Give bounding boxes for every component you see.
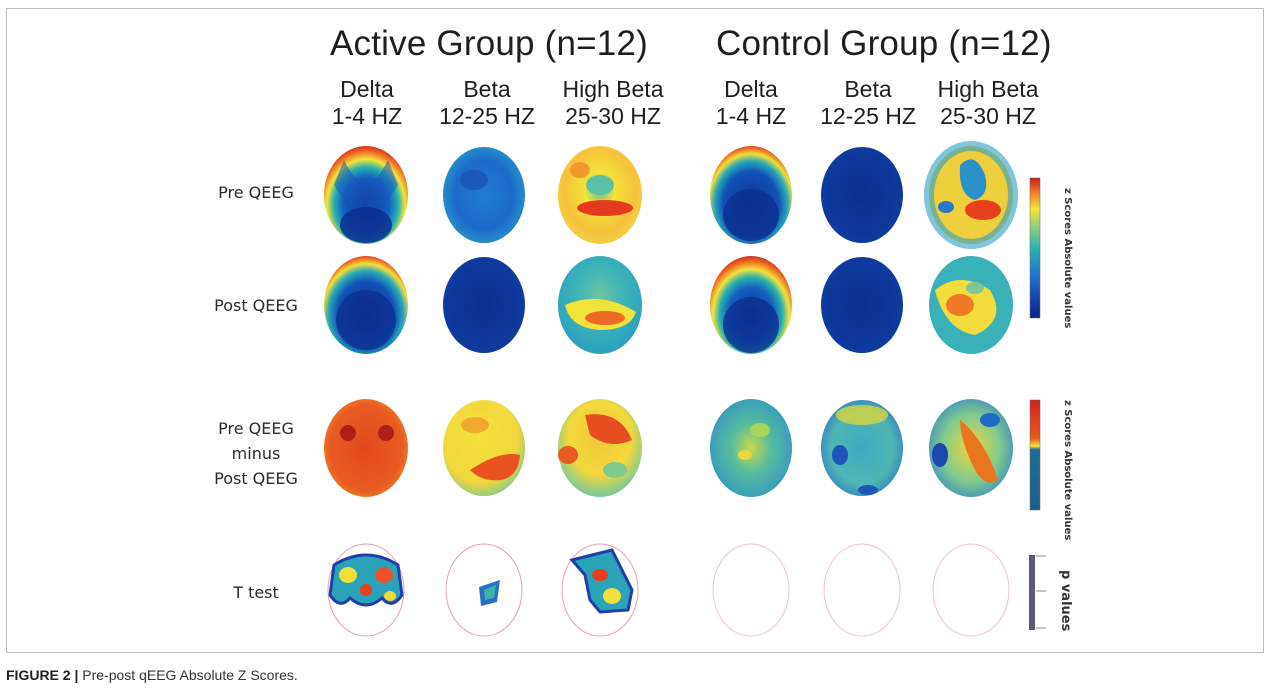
topomap-pre-control-delta (710, 146, 792, 244)
topomap-diff-control-beta (821, 400, 903, 496)
band-name: Delta (724, 76, 778, 102)
band-range: 12-25 HZ (439, 103, 535, 129)
band-range: 1-4 HZ (715, 103, 787, 129)
figure-caption: FIGURE 2 | Pre-post qEEG Absolute Z Scor… (6, 667, 298, 683)
topomap-post-active-highbeta (558, 256, 642, 354)
topomap-diff-active-highbeta (558, 399, 642, 497)
diff-colorbar (1029, 399, 1041, 511)
band-name: Beta (844, 76, 892, 102)
band-name: Delta (340, 76, 394, 102)
band-range: 12-25 HZ (820, 103, 916, 129)
control-group-title: Control Group (n=12) (716, 24, 1052, 63)
topomap-pre-active-highbeta (558, 146, 642, 244)
topomap-diff-active-delta (324, 399, 408, 497)
topomap-pre-active-beta (443, 147, 525, 243)
ttest-control-delta (712, 543, 790, 637)
caption-text: Pre-post qEEG Absolute Z Scores. (82, 667, 298, 683)
active-group-title: Active Group (n=12) (330, 24, 648, 63)
band-header: Delta 1-4 HZ (292, 76, 442, 130)
band-header: Delta 1-4 HZ (676, 76, 826, 130)
topomap-diff-active-beta (443, 400, 525, 496)
ttest-control-beta (823, 543, 901, 637)
band-header: High Beta 25-30 HZ (538, 76, 688, 130)
ttest-active-delta (327, 543, 405, 637)
band-range: 25-30 HZ (940, 103, 1036, 129)
zscore-colorbar (1029, 177, 1041, 319)
topomap-post-active-beta (443, 257, 525, 353)
caption-label: FIGURE 2 | (6, 667, 79, 683)
p-colorbar (1029, 555, 1046, 630)
band-header: High Beta 25-30 HZ (913, 76, 1063, 130)
ttest-active-beta (445, 543, 523, 637)
band-range: 25-30 HZ (565, 103, 661, 129)
band-name: High Beta (937, 76, 1039, 102)
band-header: Beta 12-25 HZ (793, 76, 943, 130)
band-range: 1-4 HZ (331, 103, 403, 129)
topomap-diff-control-highbeta (929, 399, 1013, 497)
row-label-post: Post QEEG (214, 296, 298, 315)
topomap-post-active-delta (324, 256, 408, 354)
topomap-diff-control-delta (710, 399, 792, 497)
band-name: Beta (463, 76, 511, 102)
band-name: High Beta (562, 76, 664, 102)
topomap-post-control-highbeta (929, 256, 1013, 354)
topomap-pre-control-beta (821, 147, 903, 243)
ttest-control-highbeta (932, 543, 1010, 637)
topomap-pre-active-delta (324, 146, 408, 244)
topomap-post-control-beta (821, 257, 903, 353)
ttest-active-highbeta (561, 543, 639, 637)
row-label-diff: Pre QEEG minus Post QEEG (214, 419, 298, 488)
row-label-ttest: T test (233, 583, 279, 602)
row-label-pre: Pre QEEG (218, 183, 294, 202)
band-header: Beta 12-25 HZ (412, 76, 562, 130)
topomap-pre-control-highbeta (924, 141, 1018, 249)
topomap-post-control-delta (710, 256, 792, 354)
